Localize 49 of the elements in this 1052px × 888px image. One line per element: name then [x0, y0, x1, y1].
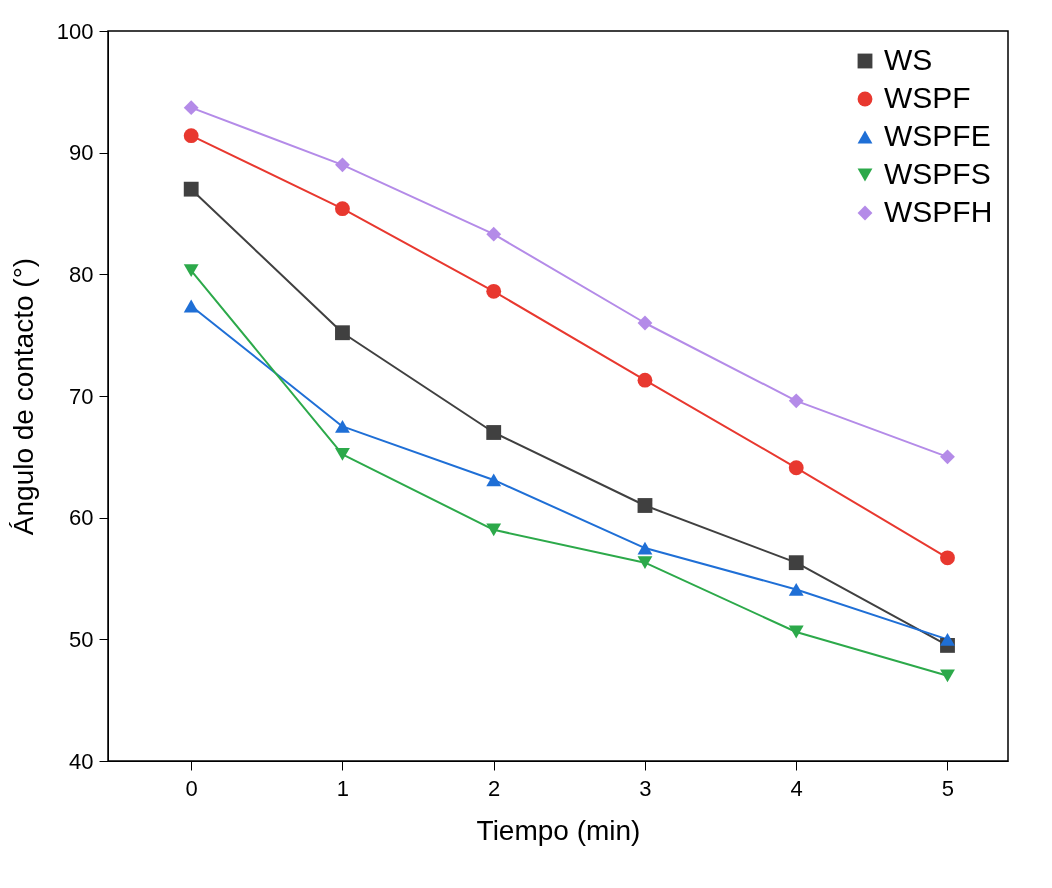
- x-tick-label: 4: [790, 775, 803, 801]
- point: [335, 325, 350, 341]
- point: [788, 625, 804, 639]
- point: [486, 425, 502, 440]
- y-tick-label: 40: [69, 748, 94, 774]
- point: [486, 226, 502, 242]
- point: [335, 419, 350, 433]
- y-tick-label: 80: [69, 261, 94, 287]
- point: [788, 555, 804, 571]
- point: [788, 583, 804, 596]
- point: [183, 128, 199, 144]
- point: [183, 100, 199, 116]
- legend-label: WSPFE: [884, 119, 991, 152]
- point: [183, 264, 199, 278]
- point: [940, 669, 955, 683]
- y-tick-label: 60: [69, 505, 94, 531]
- point: [637, 556, 653, 570]
- point: [940, 449, 955, 465]
- point: [486, 473, 502, 487]
- point: [183, 299, 199, 313]
- legend-label: WSPFH: [884, 195, 993, 228]
- x-tick-label: 5: [941, 775, 955, 801]
- point: [940, 632, 955, 646]
- point: [183, 181, 199, 197]
- x-tick-label: 3: [639, 775, 652, 801]
- point: [637, 541, 653, 555]
- point: [788, 393, 804, 409]
- point: [486, 283, 502, 299]
- x-tick-label: 2: [488, 775, 501, 801]
- point: [335, 201, 350, 217]
- point: [335, 447, 350, 461]
- point: [335, 157, 350, 173]
- point: [637, 498, 653, 513]
- point: [940, 550, 955, 566]
- point: [637, 315, 653, 331]
- y-axis-title: Ángulo de contacto (°): [7, 257, 39, 536]
- x-axis-title: Tiempo (min): [476, 814, 641, 846]
- y-tick-label: 90: [69, 140, 94, 166]
- legend-label: WSPFS: [884, 157, 991, 190]
- x-tick-label: 0: [185, 775, 198, 801]
- point: [637, 372, 653, 388]
- legend-label: WS: [884, 43, 933, 76]
- point: [486, 523, 502, 537]
- y-tick-label: 70: [69, 383, 94, 409]
- point: [788, 460, 804, 476]
- y-tick-label: 100: [56, 18, 94, 44]
- y-tick-label: 50: [69, 626, 94, 652]
- x-tick-label: 1: [336, 775, 350, 801]
- legend-label: WSPF: [884, 81, 971, 114]
